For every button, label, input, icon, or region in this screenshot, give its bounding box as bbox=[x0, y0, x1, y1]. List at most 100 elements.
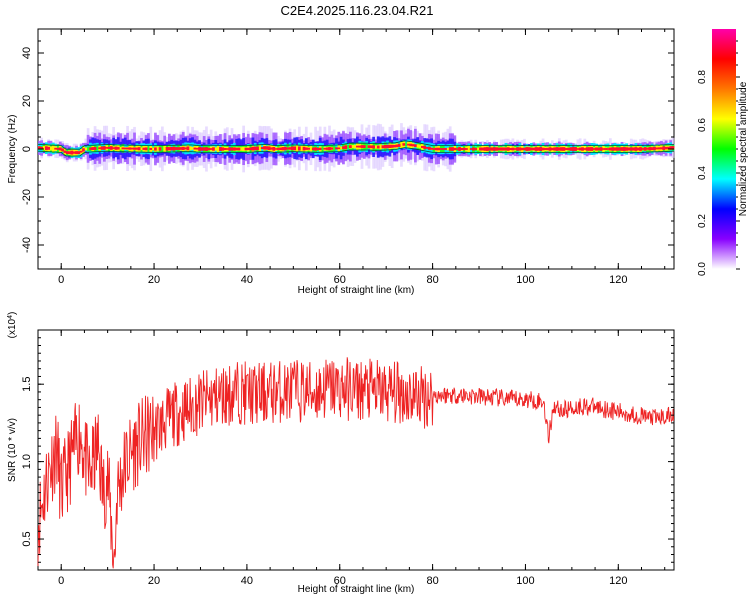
x-tick-label: 60 bbox=[334, 575, 346, 587]
heatmap-cell bbox=[68, 151, 71, 154]
heatmap-cell bbox=[161, 145, 164, 153]
heatmap-cell bbox=[105, 147, 109, 149]
x-tick-label: 100 bbox=[516, 274, 534, 286]
heatmap-cell bbox=[418, 144, 422, 149]
heatmap-cell bbox=[44, 146, 48, 151]
heatmap-cell bbox=[277, 147, 280, 150]
heatmap-cell bbox=[407, 143, 410, 146]
colorbar-tick-label: 0.6 bbox=[697, 118, 708, 132]
heatmap-cell bbox=[393, 144, 396, 148]
heatmap-cell bbox=[648, 147, 652, 151]
heatmap-cell bbox=[569, 147, 573, 151]
heatmap-cell bbox=[47, 146, 51, 150]
snr-frame bbox=[37, 329, 675, 571]
heatmap-cell bbox=[209, 148, 213, 150]
snr-x-label: Height of straight line (km) bbox=[298, 584, 415, 595]
heatmap-cell bbox=[260, 147, 264, 149]
heatmap-cell bbox=[158, 147, 162, 151]
heatmap-cell bbox=[188, 146, 192, 151]
heatmap-cell bbox=[114, 146, 118, 150]
heatmap-cell bbox=[629, 147, 633, 151]
heatmap-cell bbox=[516, 147, 519, 151]
heatmap-cell bbox=[588, 147, 591, 151]
x-tick-label: 0 bbox=[58, 274, 64, 286]
heatmap-cell bbox=[374, 145, 378, 149]
heatmap-cell bbox=[453, 147, 457, 151]
heatmap-cell bbox=[657, 147, 661, 150]
spectrogram-panel: 0 20 40 60 80 100 120 -40 -20 0 20 40 Height of st… bbox=[7, 28, 675, 296]
heatmap-cell bbox=[592, 148, 596, 150]
heatmap-cell bbox=[295, 145, 299, 152]
heatmap-cell bbox=[497, 147, 501, 151]
heatmap-cell bbox=[388, 144, 392, 148]
heatmap-cell bbox=[639, 147, 642, 151]
heatmap-cell bbox=[609, 147, 612, 151]
heatmap-cell bbox=[409, 143, 413, 147]
heatmap-cell bbox=[606, 148, 610, 150]
heatmap-cell bbox=[135, 147, 139, 150]
snr-series-line bbox=[37, 357, 675, 569]
x-tick-label: 100 bbox=[516, 575, 534, 587]
heatmap-cell bbox=[107, 146, 111, 149]
heatmap-cell bbox=[362, 145, 366, 148]
heatmap-cell bbox=[411, 144, 415, 147]
heatmap-cell bbox=[662, 146, 666, 151]
heatmap-cell bbox=[279, 147, 283, 151]
heatmap-cell bbox=[297, 146, 301, 151]
heatmap-cell bbox=[564, 148, 568, 150]
heatmap-cell bbox=[437, 147, 440, 151]
heatmap-cell bbox=[49, 146, 53, 151]
heatmap-cell bbox=[130, 147, 134, 150]
heatmap-cell bbox=[284, 146, 287, 151]
x-tick-label: 120 bbox=[609, 575, 627, 587]
heatmap-cell bbox=[61, 148, 64, 152]
heatmap-cell bbox=[93, 146, 97, 150]
heatmap-cell bbox=[328, 147, 331, 151]
heatmap-cell bbox=[235, 147, 239, 151]
heatmap-cell bbox=[604, 148, 608, 150]
heatmap-cell bbox=[611, 147, 615, 151]
heatmap-cell bbox=[84, 147, 88, 151]
heatmap-cell bbox=[344, 145, 348, 150]
heatmap-cell bbox=[128, 147, 132, 150]
heatmap-cell bbox=[133, 147, 136, 150]
heatmap-cell bbox=[646, 147, 649, 150]
snr-y-ticks: 0.5 1.0 1.5 bbox=[21, 337, 674, 563]
heatmap-cell bbox=[550, 147, 554, 151]
y-tick-label: 40 bbox=[21, 47, 33, 59]
heatmap-cell bbox=[395, 144, 399, 148]
heatmap-cell bbox=[602, 148, 605, 150]
heatmap-cell bbox=[620, 147, 624, 151]
heatmap-cell bbox=[184, 147, 187, 150]
heatmap-cell bbox=[595, 147, 598, 151]
heatmap-cell bbox=[186, 146, 190, 151]
spectrogram-x-ticks: 0 20 40 60 80 100 120 bbox=[37, 29, 666, 286]
heatmap-cell bbox=[156, 146, 160, 152]
heatmap-cell bbox=[302, 146, 306, 151]
y-tick-label: 0.5 bbox=[21, 531, 33, 546]
heatmap-cell bbox=[137, 147, 141, 151]
heatmap-cell bbox=[402, 143, 406, 146]
heatmap-cell bbox=[467, 146, 471, 152]
heatmap-cell bbox=[434, 147, 438, 151]
heatmap-cell bbox=[309, 146, 313, 152]
x-tick-label: 20 bbox=[148, 575, 160, 587]
heatmap-cell bbox=[423, 145, 427, 150]
heatmap-cell bbox=[123, 147, 127, 150]
heatmap-cell bbox=[520, 147, 524, 151]
heatmap-cell bbox=[397, 143, 401, 147]
heatmap-cell bbox=[523, 147, 526, 151]
x-tick-label: 60 bbox=[334, 274, 346, 286]
heatmap-cell bbox=[506, 147, 510, 151]
heatmap-cell bbox=[537, 147, 540, 151]
heatmap-cell bbox=[532, 147, 536, 151]
band-edge-upper bbox=[37, 140, 675, 150]
heatmap-cell bbox=[541, 147, 545, 151]
heatmap-cell bbox=[441, 148, 445, 150]
heatmap-cell bbox=[518, 147, 522, 151]
heatmap-cell bbox=[372, 145, 375, 149]
heatmap-cell bbox=[177, 147, 180, 150]
heatmap-cell bbox=[193, 147, 197, 150]
heatmap-cell bbox=[509, 147, 512, 151]
heatmap-cell bbox=[420, 146, 424, 148]
